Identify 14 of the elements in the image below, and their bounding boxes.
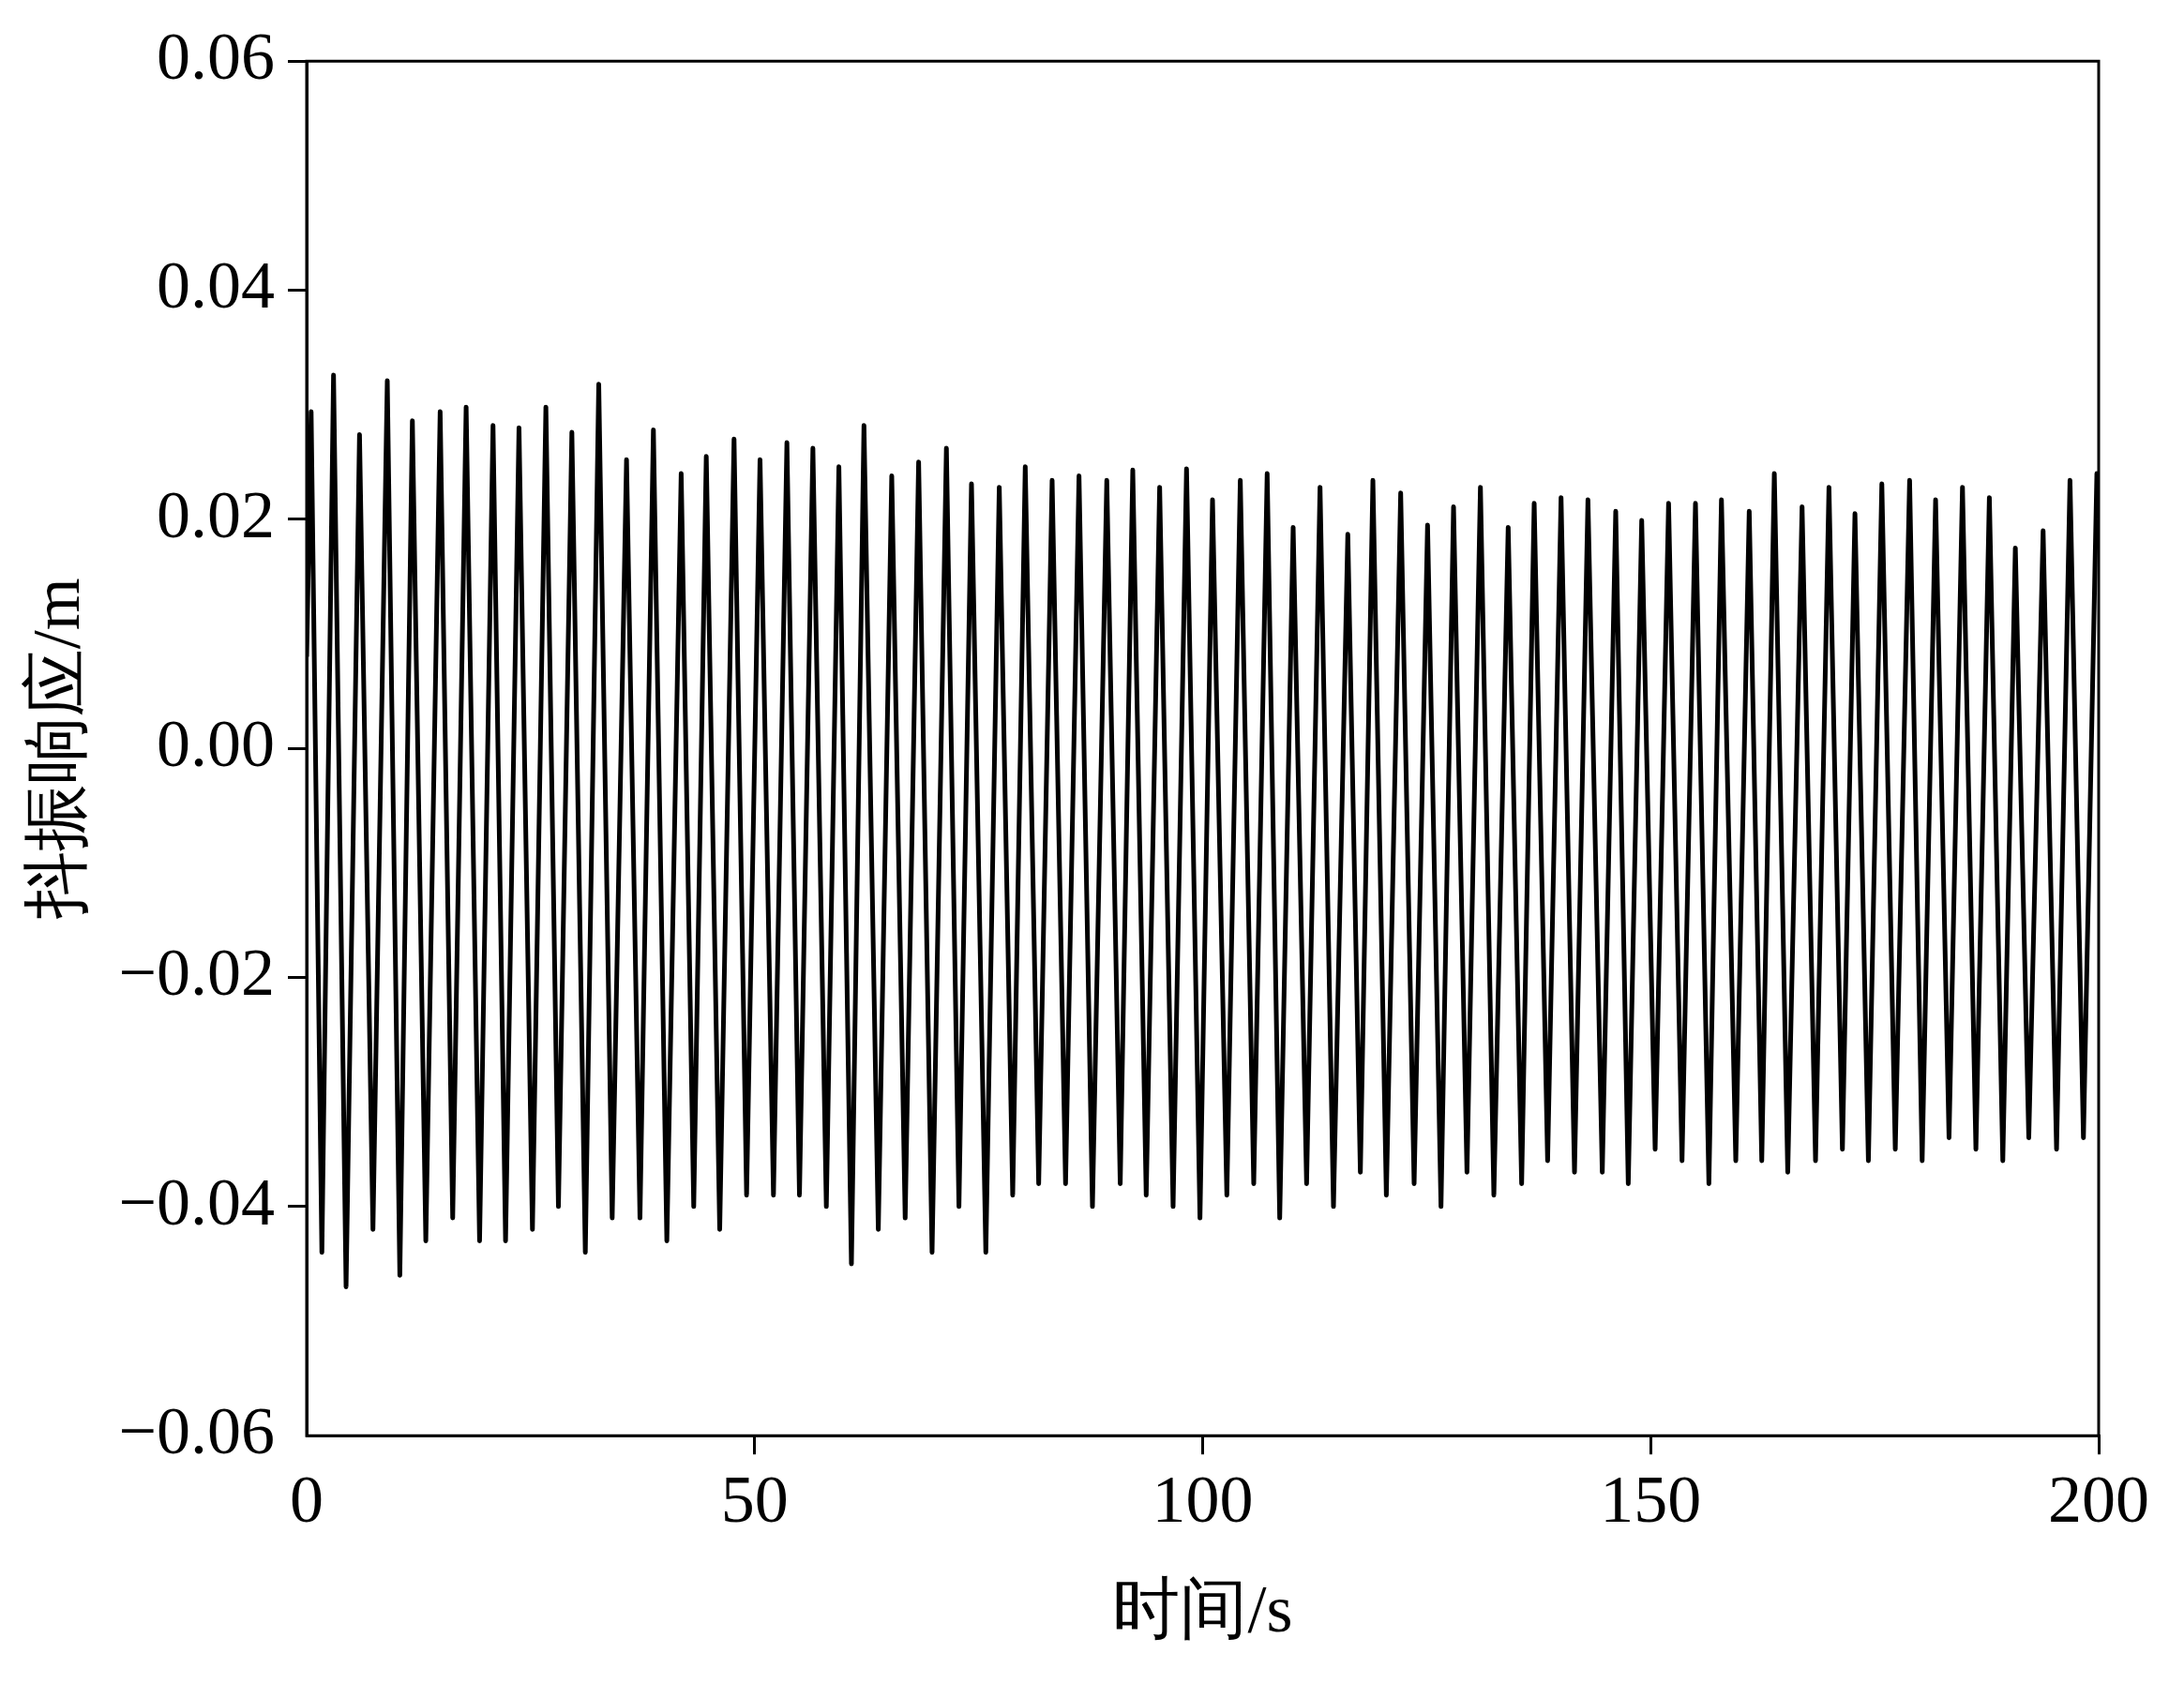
x-tick-label: 150 <box>1600 1462 1702 1538</box>
x-tick-label: 100 <box>1152 1462 1254 1538</box>
x-tick-label: 0 <box>290 1462 324 1538</box>
y-tick-label: 0.00 <box>157 706 276 782</box>
x-tick-label: 200 <box>2048 1462 2149 1538</box>
y-tick-label: 0.06 <box>157 19 276 95</box>
y-tick-label: −0.04 <box>118 1164 276 1240</box>
y-tick-label: 0.04 <box>157 248 276 323</box>
y-tick-label: −0.02 <box>118 935 276 1011</box>
y-tick-label: 0.02 <box>157 476 276 552</box>
x-tick-label: 50 <box>720 1462 789 1538</box>
y-axis-title: 抖振响应/m <box>19 578 95 921</box>
x-axis-title: 时间/s <box>1112 1570 1293 1646</box>
y-tick-label: −0.06 <box>118 1393 276 1469</box>
